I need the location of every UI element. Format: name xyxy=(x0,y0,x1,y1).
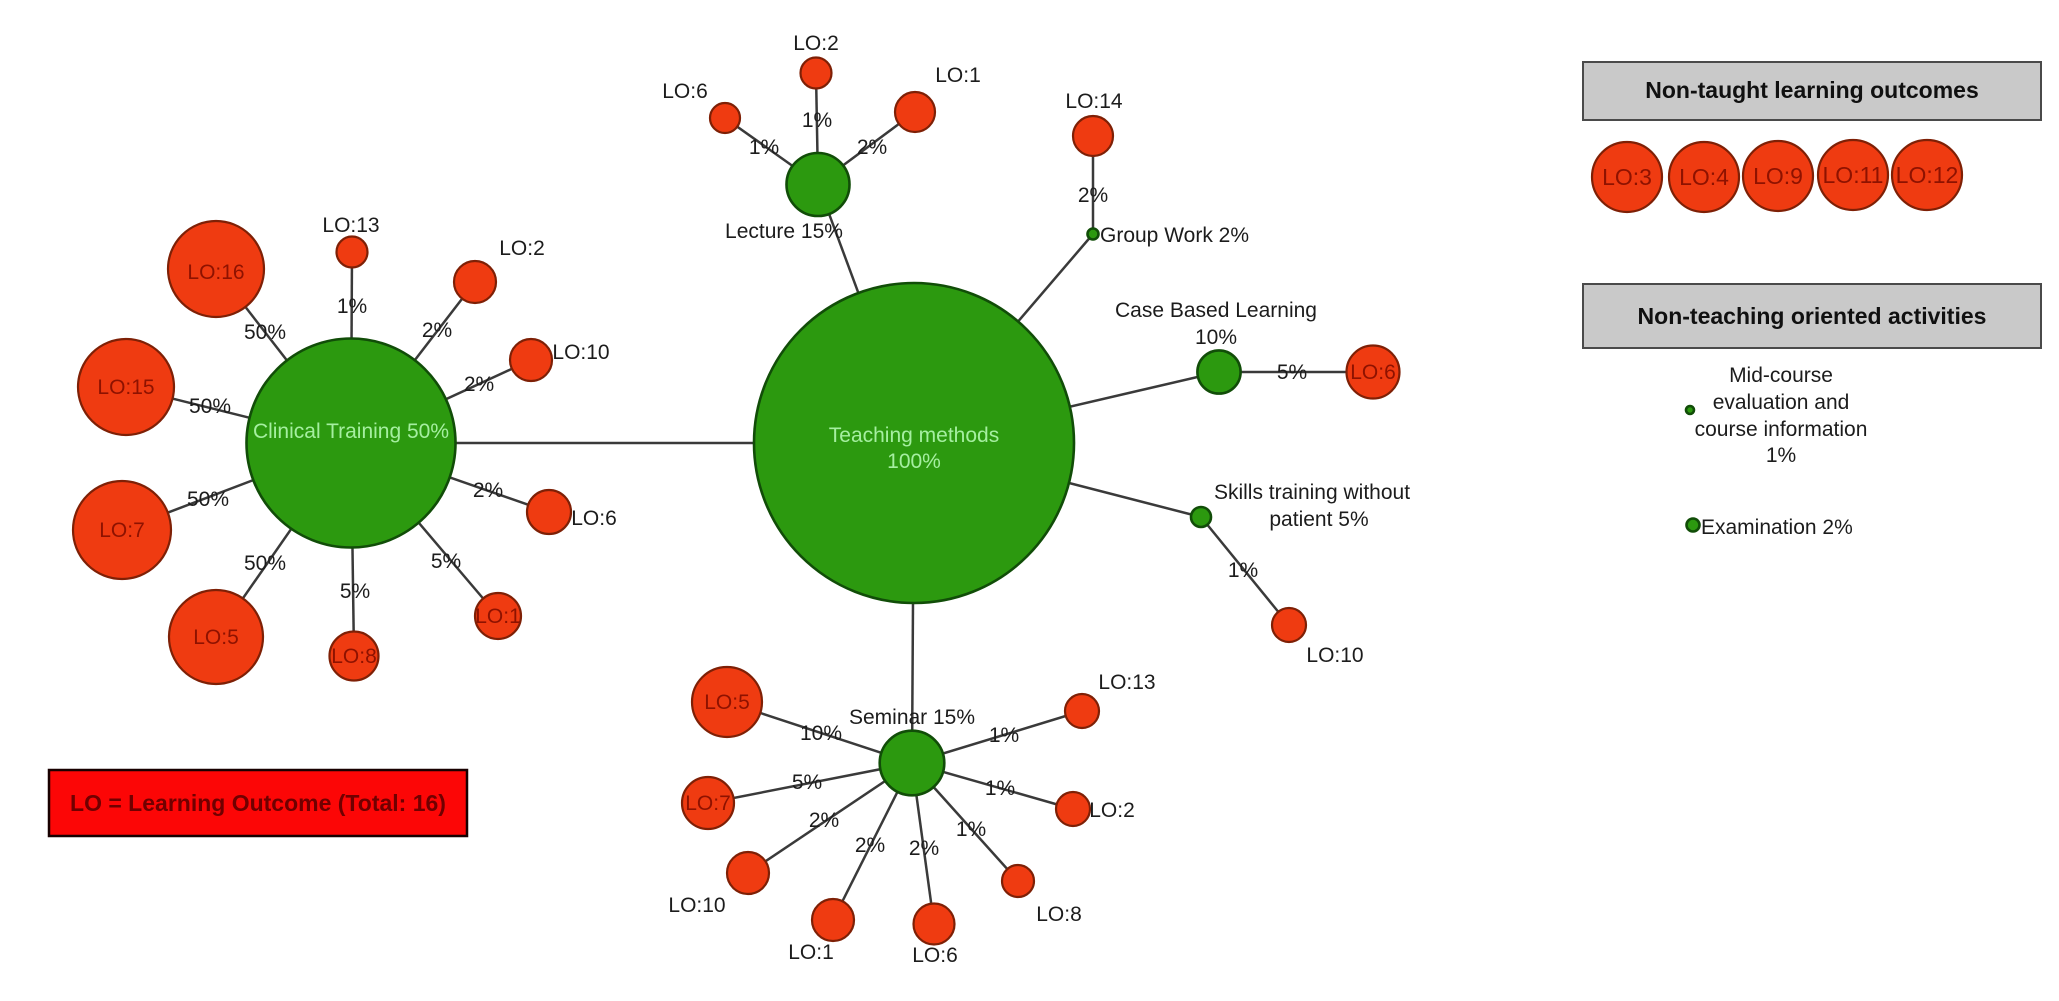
svg-text:50%: 50% xyxy=(189,395,231,418)
svg-text:LO:5: LO:5 xyxy=(704,691,750,714)
svg-text:course information: course information xyxy=(1695,418,1868,441)
svg-text:LO:6: LO:6 xyxy=(662,80,708,103)
svg-text:LO:2: LO:2 xyxy=(499,237,545,260)
svg-text:1%: 1% xyxy=(1228,559,1258,582)
svg-text:1%: 1% xyxy=(749,136,779,159)
svg-text:LO:11: LO:11 xyxy=(1823,162,1884,188)
svg-text:LO:5: LO:5 xyxy=(193,626,239,649)
svg-text:1%: 1% xyxy=(1766,444,1796,467)
svg-text:LO = Learning Outcome (Total:: LO = Learning Outcome (Total: 16) xyxy=(70,790,446,816)
svg-text:2%: 2% xyxy=(473,479,503,502)
svg-text:LO:2: LO:2 xyxy=(793,32,839,55)
svg-text:Clinical Training 50%: Clinical Training 50% xyxy=(253,420,449,443)
svg-text:LO:8: LO:8 xyxy=(331,645,377,668)
svg-text:1%: 1% xyxy=(802,109,832,132)
svg-text:LO:1: LO:1 xyxy=(788,941,834,964)
svg-text:LO:10: LO:10 xyxy=(668,894,725,917)
svg-text:5%: 5% xyxy=(1277,361,1307,384)
svg-text:50%: 50% xyxy=(244,321,286,344)
svg-text:1%: 1% xyxy=(337,295,367,318)
svg-text:LO:15: LO:15 xyxy=(97,376,154,399)
svg-text:LO:7: LO:7 xyxy=(99,519,145,542)
svg-text:100%: 100% xyxy=(887,450,941,473)
svg-text:LO:13: LO:13 xyxy=(322,214,379,237)
svg-text:LO:6: LO:6 xyxy=(571,507,617,530)
svg-text:Group Work 2%: Group Work 2% xyxy=(1100,224,1249,247)
svg-text:LO:1: LO:1 xyxy=(935,64,981,87)
svg-text:Non-teaching oriented activiti: Non-teaching oriented activities xyxy=(1638,303,1987,329)
svg-text:2%: 2% xyxy=(857,136,887,159)
svg-text:LO:6: LO:6 xyxy=(1350,361,1396,384)
svg-text:LO:13: LO:13 xyxy=(1098,671,1155,694)
svg-text:2%: 2% xyxy=(909,837,939,860)
svg-text:LO:10: LO:10 xyxy=(552,341,609,364)
svg-text:LO:7: LO:7 xyxy=(685,792,731,815)
svg-text:1%: 1% xyxy=(956,818,986,841)
svg-text:LO:14: LO:14 xyxy=(1065,90,1123,113)
svg-text:LO:1: LO:1 xyxy=(475,605,521,628)
svg-text:Non-taught learning outcomes: Non-taught learning outcomes xyxy=(1645,77,1979,103)
svg-text:10%: 10% xyxy=(1195,326,1237,349)
svg-text:LO:16: LO:16 xyxy=(187,261,244,284)
svg-text:5%: 5% xyxy=(792,771,822,794)
svg-text:LO:8: LO:8 xyxy=(1036,903,1082,926)
svg-text:5%: 5% xyxy=(340,580,370,603)
svg-text:Mid-course: Mid-course xyxy=(1729,364,1833,387)
svg-text:Teaching methods: Teaching methods xyxy=(829,424,999,447)
svg-text:Lecture 15%: Lecture 15% xyxy=(725,220,843,243)
svg-text:LO:10: LO:10 xyxy=(1306,644,1363,667)
svg-text:2%: 2% xyxy=(1078,184,1108,207)
svg-text:50%: 50% xyxy=(244,552,286,575)
svg-text:1%: 1% xyxy=(985,777,1015,800)
svg-text:Examination 2%: Examination 2% xyxy=(1701,516,1853,539)
svg-text:10%: 10% xyxy=(800,722,842,745)
svg-text:Case Based Learning: Case Based Learning xyxy=(1115,299,1317,322)
svg-text:1%: 1% xyxy=(989,724,1019,747)
svg-text:Seminar 15%: Seminar 15% xyxy=(849,706,975,729)
svg-text:LO:3: LO:3 xyxy=(1602,164,1652,190)
svg-text:LO:12: LO:12 xyxy=(1896,162,1959,188)
svg-text:patient 5%: patient 5% xyxy=(1269,508,1368,531)
svg-text:Skills training without: Skills training without xyxy=(1214,481,1410,504)
svg-text:LO:9: LO:9 xyxy=(1753,163,1803,189)
svg-text:2%: 2% xyxy=(464,373,494,396)
svg-text:LO:6: LO:6 xyxy=(912,944,958,967)
svg-text:5%: 5% xyxy=(431,550,461,573)
svg-text:evaluation and: evaluation and xyxy=(1713,391,1850,414)
svg-text:2%: 2% xyxy=(809,809,839,832)
svg-text:LO:2: LO:2 xyxy=(1089,799,1135,822)
svg-text:2%: 2% xyxy=(422,319,452,342)
svg-text:50%: 50% xyxy=(187,488,229,511)
svg-text:2%: 2% xyxy=(855,834,885,857)
svg-text:LO:4: LO:4 xyxy=(1679,164,1729,190)
